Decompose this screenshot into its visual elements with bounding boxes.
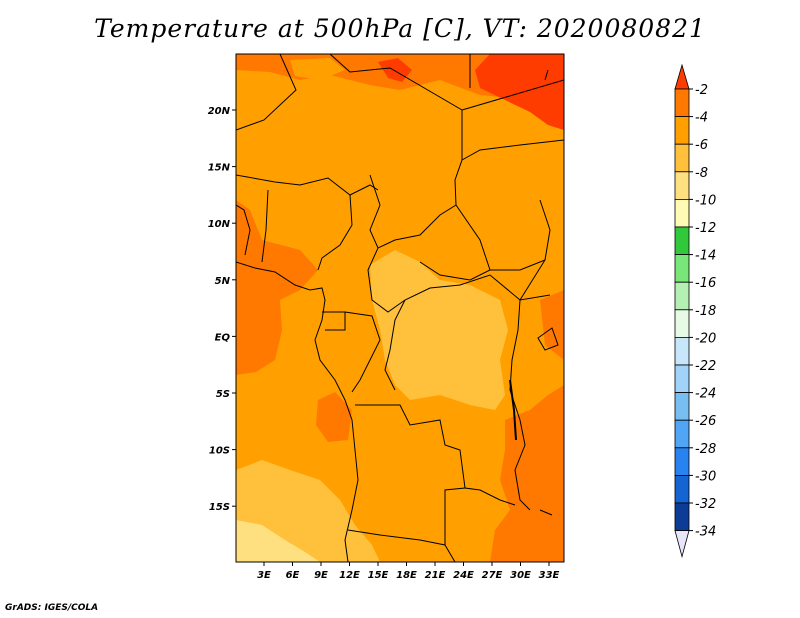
field-warm-east (540, 290, 564, 360)
colorbar-swatch (674, 392, 690, 421)
colorbar-label: -10 (695, 193, 716, 208)
colorbar-swatch (674, 198, 690, 228)
map-frame (235, 53, 565, 563)
colorbar-swatch (674, 171, 690, 200)
longitude-ticks: 3E 6E 9E 12E 15E 18E 21E 24E 27E 30E 33E (257, 562, 560, 581)
lat-tick-label: 5N (215, 276, 231, 287)
lat-tick-label: 15N (208, 163, 231, 174)
colorbar-label: -14 (695, 249, 716, 264)
lat-tick-label: 20N (208, 106, 231, 117)
lon-tick-label: 3E (257, 570, 271, 581)
colorbar-swatch (674, 88, 690, 118)
colorbar-label: -20 (695, 331, 716, 346)
field-warm-guinea (236, 200, 318, 375)
colorbar-label: -6 (695, 138, 708, 153)
lon-tick-label: 30E (510, 570, 531, 581)
field-warm-angola (316, 392, 352, 442)
lon-tick-label: 9E (314, 570, 328, 581)
lon-tick-label: 24E (453, 570, 474, 581)
colorbar-label: -2 (695, 83, 708, 98)
colorbar-label: -18 (695, 304, 716, 319)
lon-tick-label: 6E (286, 570, 300, 581)
colorbar-label: -32 (695, 497, 716, 512)
colorbar-swatch (674, 309, 690, 338)
colorbar-bottom-arrow (674, 530, 690, 559)
country-borders (236, 54, 564, 562)
colorbar-swatch (674, 474, 690, 504)
colorbar-swatch (674, 336, 690, 366)
colorbar-swatch (674, 419, 690, 449)
colorbar-swatch (674, 116, 690, 145)
colorbar-label: -12 (695, 221, 716, 236)
colorbar: -2 -4 -6 -8 -10 -12 -14 -16 -18 -20 -22 -24 -26 -28 -3… (674, 63, 716, 559)
colorbar-label: -22 (695, 359, 716, 374)
colorbar-label: -26 (695, 414, 716, 429)
field-warm-southeast (490, 385, 564, 562)
lon-tick-label: 18E (396, 570, 417, 581)
field-pale-southwest (236, 520, 320, 562)
map-title: Temperature at 500hPa [C], VT: 202008082… (94, 14, 706, 43)
field-hot-northeast (475, 54, 564, 130)
colorbar-label: -4 (695, 111, 708, 126)
lon-tick-label: 15E (368, 570, 389, 581)
colorbar-swatch (674, 364, 690, 394)
colorbar-top-arrow (674, 63, 690, 90)
colorbar-swatch (674, 447, 690, 476)
field-mild-congo (370, 250, 508, 410)
lon-tick-label: 27E (482, 570, 503, 581)
credit-label: GrADS: IGES/COLA (5, 603, 99, 613)
colorbar-label: -28 (695, 442, 716, 457)
colorbar-swatch (674, 143, 690, 173)
colorbar-label: -24 (695, 387, 716, 402)
colorbar-label: -30 (695, 469, 716, 484)
lat-tick-label: EQ (215, 332, 231, 343)
colorbar-swatch (674, 254, 690, 283)
lon-tick-label: 33E (539, 570, 560, 581)
colorbar-label: -8 (695, 166, 708, 181)
colorbar-label: -16 (695, 276, 716, 291)
field-cool-north (290, 58, 345, 80)
lat-tick-label: 10N (208, 219, 231, 230)
lon-tick-label: 21E (425, 570, 446, 581)
colorbar-swatch (674, 281, 690, 311)
temperature-field (236, 54, 564, 562)
lat-tick-label: 10S (209, 446, 230, 457)
colorbar-swatch (674, 226, 690, 256)
colorbar-swatch (674, 502, 690, 532)
lat-tick-label: 5S (216, 389, 230, 400)
lon-tick-label: 12E (339, 570, 360, 581)
lat-tick-label: 15S (209, 502, 230, 513)
colorbar-label: -34 (695, 525, 716, 540)
latitude-ticks: 20N 15N 10N 5N EQ 5S 10S 15S (208, 106, 236, 513)
